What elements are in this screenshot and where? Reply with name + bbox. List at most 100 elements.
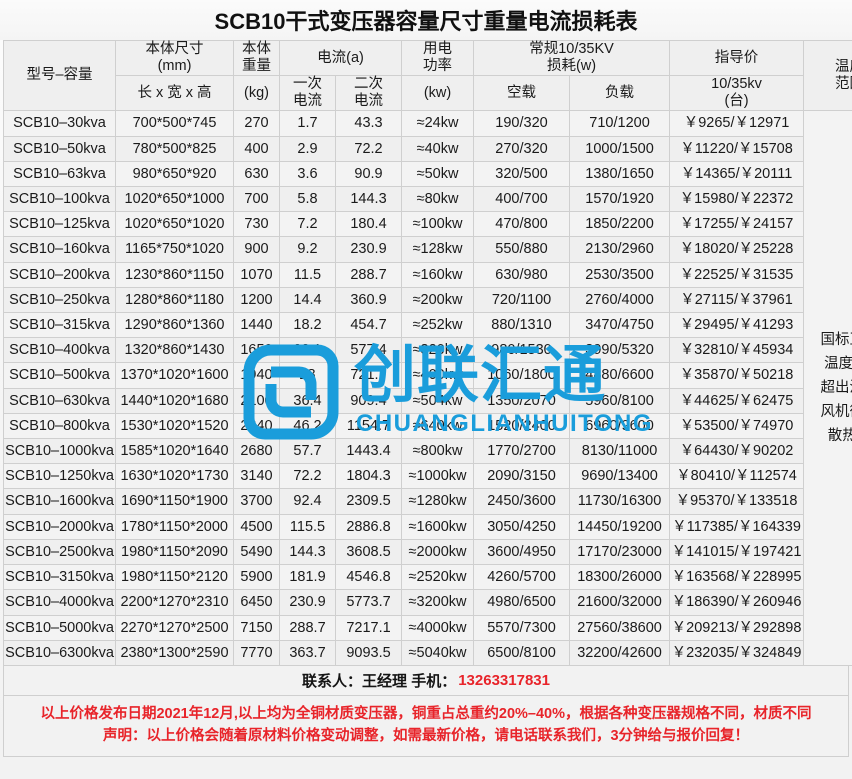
temperature-note-line: 国标正常 [820, 331, 852, 348]
cell-price: ￥64430/￥90202 [669, 438, 805, 465]
cell-model: SCB10–125kva [3, 211, 116, 238]
cell-weight: 3140 [233, 463, 280, 490]
cell-load-loss: 8130/11000 [569, 438, 671, 465]
cell-power: ≈128kw [401, 236, 475, 263]
cell-secondary-current: 454.7 [334, 312, 403, 339]
cell-weight: 5490 [233, 538, 280, 566]
header-load-sub: 负载 [569, 75, 671, 112]
cell-load-loss: 2130/2960 [569, 236, 671, 263]
cell-price: ￥186390/￥260946 [669, 589, 805, 616]
temperature-note-line: 温度65° [824, 355, 852, 372]
cell-weight: 1070 [233, 261, 280, 288]
cell-secondary-current: 1443.4 [334, 438, 403, 465]
cell-primary-current: 18.2 [279, 312, 336, 339]
cell-secondary-current: 9093.5 [334, 639, 403, 666]
cell-no-load-loss: 6500/8100 [473, 639, 571, 666]
page-title-bar: SCB10干式变压器容量尺寸重量电流损耗表 [0, 0, 852, 40]
header-price-top: 指导价 [669, 39, 805, 77]
header-row-top: 型号–容量 本体尺寸 (mm) 本体 重量 电流(a) 用电 [3, 39, 852, 112]
cell-power: ≈24kw [401, 110, 475, 137]
cell-secondary-current: 5773.7 [334, 589, 403, 616]
cell-weight: 7150 [233, 614, 280, 641]
cell-secondary-current: 180.4 [334, 211, 403, 238]
cell-model: SCB10–1250kva [3, 463, 116, 490]
cell-model: SCB10–400kva [3, 337, 116, 364]
cell-price: ￥35870/￥50218 [669, 362, 805, 389]
cell-power: ≈400kw [401, 362, 475, 389]
cell-power: ≈320kw [401, 337, 475, 364]
cell-secondary-current: 230.9 [334, 236, 403, 263]
header-current-secondary: 二次 电流 [334, 75, 403, 112]
header-current-secondary-line1: 二次 [354, 76, 383, 93]
cell-power: ≈1000kw [401, 463, 475, 490]
table-row: SCB10–500kva 1370*1020*1600 1940 28 721.7 ≈40… [3, 362, 852, 389]
cell-load-loss: 32200/42600 [569, 639, 671, 666]
contact-phone[interactable]: 13263317831 [458, 671, 550, 689]
cell-no-load-loss: 2090/3150 [473, 463, 571, 490]
cell-dimension: 1630*1020*1730 [115, 463, 234, 490]
cell-no-load-loss: 1060/1800 [473, 362, 571, 389]
cell-load-loss: 11730/16300 [569, 488, 671, 515]
cell-secondary-current: 43.3 [334, 110, 403, 137]
cell-power: ≈3200kw [401, 589, 475, 616]
cell-weight: 270 [233, 110, 280, 137]
cell-secondary-current: 909.4 [334, 387, 403, 414]
cell-price: ￥15980/￥22372 [669, 186, 805, 213]
cell-model: SCB10–2000kva [3, 513, 116, 540]
header-current-primary-line1: 一次 [293, 76, 322, 93]
cell-load-loss: 3990/5320 [569, 337, 671, 364]
cell-no-load-loss: 4260/5700 [473, 564, 571, 591]
cell-dimension: 1230*860*1150 [115, 261, 234, 288]
cell-load-loss: 1380/1650 [569, 160, 671, 188]
cell-weight: 2100 [233, 387, 280, 414]
cell-weight: 4500 [233, 513, 280, 540]
table-row: SCB10–1250kva 1630*1020*1730 3140 72.2 1804.… [3, 463, 852, 490]
cell-secondary-current: 72.2 [334, 135, 403, 162]
cell-dimension: 1165*750*1020 [115, 236, 234, 263]
table-row: SCB10–125kva 1020*650*1020 730 7.2 180.4 ≈100… [3, 211, 852, 238]
temperature-note-line: 风机循环 [820, 404, 852, 421]
cell-power: ≈5040kw [401, 639, 475, 666]
cell-secondary-current: 360.9 [334, 286, 403, 314]
table-head: 型号–容量 本体尺寸 (mm) 本体 重量 电流(a) 用电 [3, 39, 852, 112]
cell-power: ≈1280kw [401, 488, 475, 515]
header-current-secondary-line2: 电流 [354, 93, 383, 110]
cell-dimension: 1690*1150*1900 [115, 488, 234, 515]
cell-dimension: 1530*1020*1520 [115, 412, 234, 440]
cell-weight: 1440 [233, 312, 280, 339]
header-dimension-line1: 本体尺寸 [145, 41, 204, 57]
cell-no-load-loss: 720/1100 [473, 286, 571, 314]
cell-no-load-loss: 2450/3600 [473, 488, 571, 515]
cell-model: SCB10–250kva [3, 286, 116, 314]
cell-primary-current: 3.6 [279, 160, 336, 188]
table-row: SCB10–315kva 1290*860*1360 1440 18.2 454.7 ≈2… [3, 312, 852, 339]
cell-model: SCB10–160kva [3, 236, 116, 263]
cell-load-loss: 27560/38600 [569, 614, 671, 641]
cell-weight: 1940 [233, 362, 280, 389]
cell-secondary-current: 577.4 [334, 337, 403, 364]
cell-primary-current: 46.2 [279, 412, 336, 440]
header-loss-line2: 损耗(w) [546, 58, 597, 75]
cell-power: ≈50kw [401, 160, 475, 188]
cell-power: ≈40kw [401, 135, 475, 162]
cell-secondary-current: 7217.1 [334, 614, 403, 641]
header-power-line2: 功率 [423, 58, 453, 75]
cell-weight: 2240 [233, 412, 280, 440]
cell-power: ≈2000kw [401, 538, 475, 566]
cell-dimension: 700*500*745 [115, 110, 234, 137]
cell-secondary-current: 2886.8 [334, 513, 403, 540]
cell-dimension: 1320*860*1430 [115, 337, 234, 364]
cell-no-load-loss: 1520/2400 [473, 412, 571, 440]
cell-weight: 900 [233, 236, 280, 263]
cell-power: ≈100kw [401, 211, 475, 238]
table-row: SCB10–4000kva 2200*1270*2310 6450 230.9 5773… [3, 589, 852, 616]
cell-load-loss: 2760/4000 [569, 286, 671, 314]
header-dimension-top: 本体尺寸 (mm) [115, 39, 234, 77]
cell-load-loss: 1000/1500 [569, 135, 671, 162]
table-row: SCB10–1600kva 1690*1150*1900 3700 92.4 2309.… [3, 488, 852, 515]
cell-price: ￥11220/￥15708 [669, 135, 805, 162]
cell-primary-current: 144.3 [279, 538, 336, 566]
table-body: SCB10–30kva 700*500*745 270 1.7 43.3 ≈24kw 190… [3, 110, 852, 666]
header-noload-sub: 空载 [473, 75, 571, 112]
cell-model: SCB10–5000kva [3, 614, 116, 641]
